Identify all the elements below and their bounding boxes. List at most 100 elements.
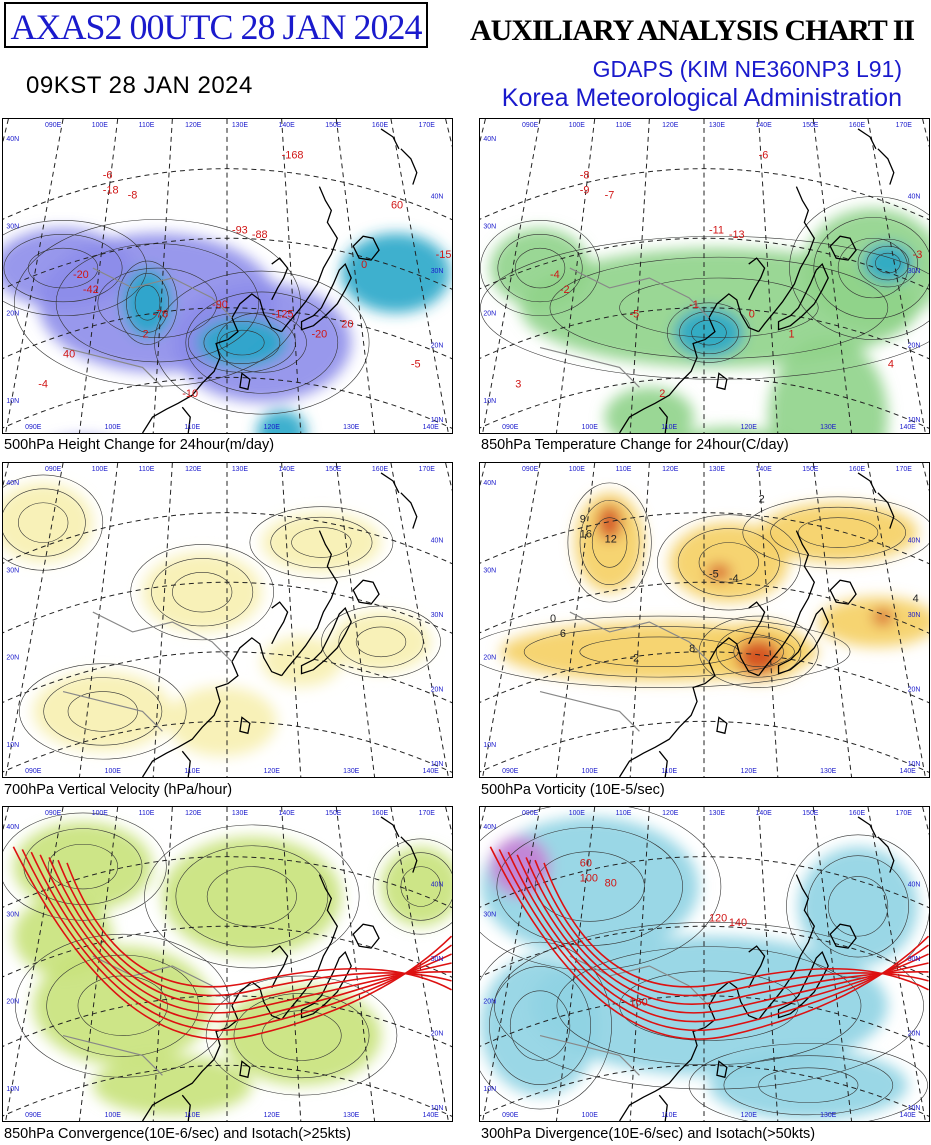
lon-tick-label: 090E	[502, 768, 519, 775]
organization: Korea Meteorological Administration	[501, 84, 902, 112]
lon-tick-label: 110E	[616, 810, 632, 817]
lon-tick-label: 130E	[709, 466, 726, 473]
lat-tick-label: 40N	[483, 824, 496, 831]
lon-tick-label: 150E	[802, 122, 819, 129]
contour-value-label: 80	[605, 877, 617, 889]
model-name: GDAPS (KIM NE360NP3 L91)	[592, 56, 902, 82]
border-lines	[62, 955, 233, 1076]
lon-tick-label: 110E	[184, 424, 200, 431]
border-lines	[539, 611, 710, 732]
lat-tick-label: 10N	[908, 761, 921, 768]
lon-tick-label: 110E	[139, 466, 155, 473]
lon-tick-label: 110E	[661, 1112, 677, 1119]
lon-tick-label: 140E	[756, 122, 773, 129]
lat-tick-label: 10N	[483, 398, 496, 405]
lon-tick-label: 130E	[820, 768, 837, 775]
lon-tick-label: 120E	[741, 424, 758, 431]
lat-tick-label: 10N	[6, 398, 19, 405]
contour-value-label: 0	[749, 309, 755, 321]
contour-value-label: -4	[550, 269, 560, 281]
lat-tick-label: 20N	[908, 1031, 921, 1038]
contour-value-label: -4	[729, 573, 739, 585]
border-lines	[539, 267, 710, 388]
caption-850hpa-convergence: 850hPa Convergence(10E-6/sec) and Isotac…	[4, 1126, 351, 1142]
panel-850hpa-temp-change: 090E 100E 110E 120E 130E 140E 150E 160E 170E 090E…	[479, 118, 930, 434]
contour-value-label: -7	[605, 189, 615, 201]
lon-tick-label: 110E	[616, 466, 632, 473]
map-svg: 090E 100E 110E 120E 130E 140E 150E 160E 170E 090E…	[3, 463, 452, 777]
lat-tick-label: 20N	[6, 999, 19, 1006]
panel-850hpa-convergence: 090E 100E 110E 120E 130E 140E 150E 160E 170E 090E…	[2, 806, 453, 1122]
contour-value-label: -8	[128, 189, 138, 201]
lon-tick-label: 130E	[709, 810, 726, 817]
fill-contours	[13, 821, 452, 1116]
isotach-lines	[12, 846, 452, 1040]
caption-500hpa-vorticity: 500hPa Vorticity (10E-5/sec)	[481, 782, 665, 798]
lon-tick-label: 160E	[849, 466, 866, 473]
lat-tick-label: 10N	[908, 417, 921, 424]
lon-tick-label: 170E	[896, 466, 913, 473]
isolines	[3, 474, 441, 760]
lat-tick-label: 30N	[908, 612, 921, 619]
contour-value-label: -93	[232, 224, 248, 236]
contour-value-label: -4	[38, 378, 48, 390]
lat-tick-label: 30N	[908, 956, 921, 963]
lat-tick-label: 40N	[6, 480, 19, 487]
lon-tick-label: 130E	[232, 122, 249, 129]
lon-tick-label: 140E	[279, 810, 296, 817]
lat-tick-label: 30N	[6, 911, 19, 918]
lat-tick-label: 20N	[483, 311, 496, 318]
lon-tick-label: 120E	[741, 768, 758, 775]
lat-tick-label: 10N	[431, 761, 444, 768]
contour-value-label: 1	[788, 329, 794, 341]
coastline-icon	[618, 472, 895, 777]
contour-value-label: -20	[311, 329, 327, 341]
lat-tick-label: 20N	[483, 655, 496, 662]
lon-tick-label: 100E	[582, 768, 599, 775]
lat-tick-label: 30N	[6, 567, 19, 574]
caption-850hpa-temp-change: 850hPa Temperature Change for 24hour(C/d…	[481, 437, 789, 453]
lon-tick-label: 100E	[582, 1112, 599, 1119]
contour-value-label: -125	[272, 309, 294, 321]
lat-tick-label: 40N	[6, 136, 19, 143]
lat-tick-label: 20N	[6, 311, 19, 318]
contour-value-label: -3	[913, 249, 923, 261]
lon-tick-label: 170E	[896, 810, 913, 817]
contour-value-label: 160	[629, 997, 647, 1009]
contour-value-label: -1	[689, 299, 699, 311]
lon-tick-label: 140E	[423, 768, 440, 775]
product-id: AXAS2 00UTC 28 JAN 2024	[10, 7, 422, 47]
contour-value-label: 6	[560, 628, 566, 640]
lat-tick-label: 20N	[431, 687, 444, 694]
contour-value-label: 12	[605, 533, 617, 545]
lon-tick-label: 090E	[45, 810, 62, 817]
lon-tick-label: 100E	[105, 424, 122, 431]
contour-value-label: -13	[729, 229, 745, 241]
contour-value-label: -90	[212, 299, 228, 311]
isotach-lines	[489, 846, 929, 1040]
lon-tick-label: 160E	[372, 466, 389, 473]
contour-value-label: -168	[282, 150, 304, 162]
coastline-icon	[618, 128, 895, 433]
contour-value-label: -18	[103, 185, 119, 197]
lon-tick-label: 090E	[522, 122, 539, 129]
contour-value-label: -76	[152, 309, 168, 321]
lon-tick-label: 090E	[25, 768, 42, 775]
contour-value-label: -5	[709, 568, 719, 580]
lat-tick-label: 20N	[431, 343, 444, 350]
lat-tick-label: 40N	[908, 881, 921, 888]
lat-tick-label: 30N	[483, 911, 496, 918]
coastline-icon	[141, 472, 418, 777]
lon-tick-label: 120E	[264, 768, 281, 775]
contour-value-label: -88	[252, 229, 268, 241]
lat-tick-label: 10N	[431, 417, 444, 424]
contour-value-label: -2	[560, 284, 570, 296]
contour-value-label: 0	[550, 613, 556, 625]
contour-value-label: 60	[391, 199, 403, 211]
lon-tick-label: 100E	[105, 768, 122, 775]
contour-value-label: 16	[580, 529, 592, 541]
lat-tick-label: 30N	[483, 223, 496, 230]
lon-tick-label: 110E	[184, 768, 200, 775]
lon-tick-label: 130E	[343, 1112, 360, 1119]
border-lines	[539, 955, 710, 1076]
